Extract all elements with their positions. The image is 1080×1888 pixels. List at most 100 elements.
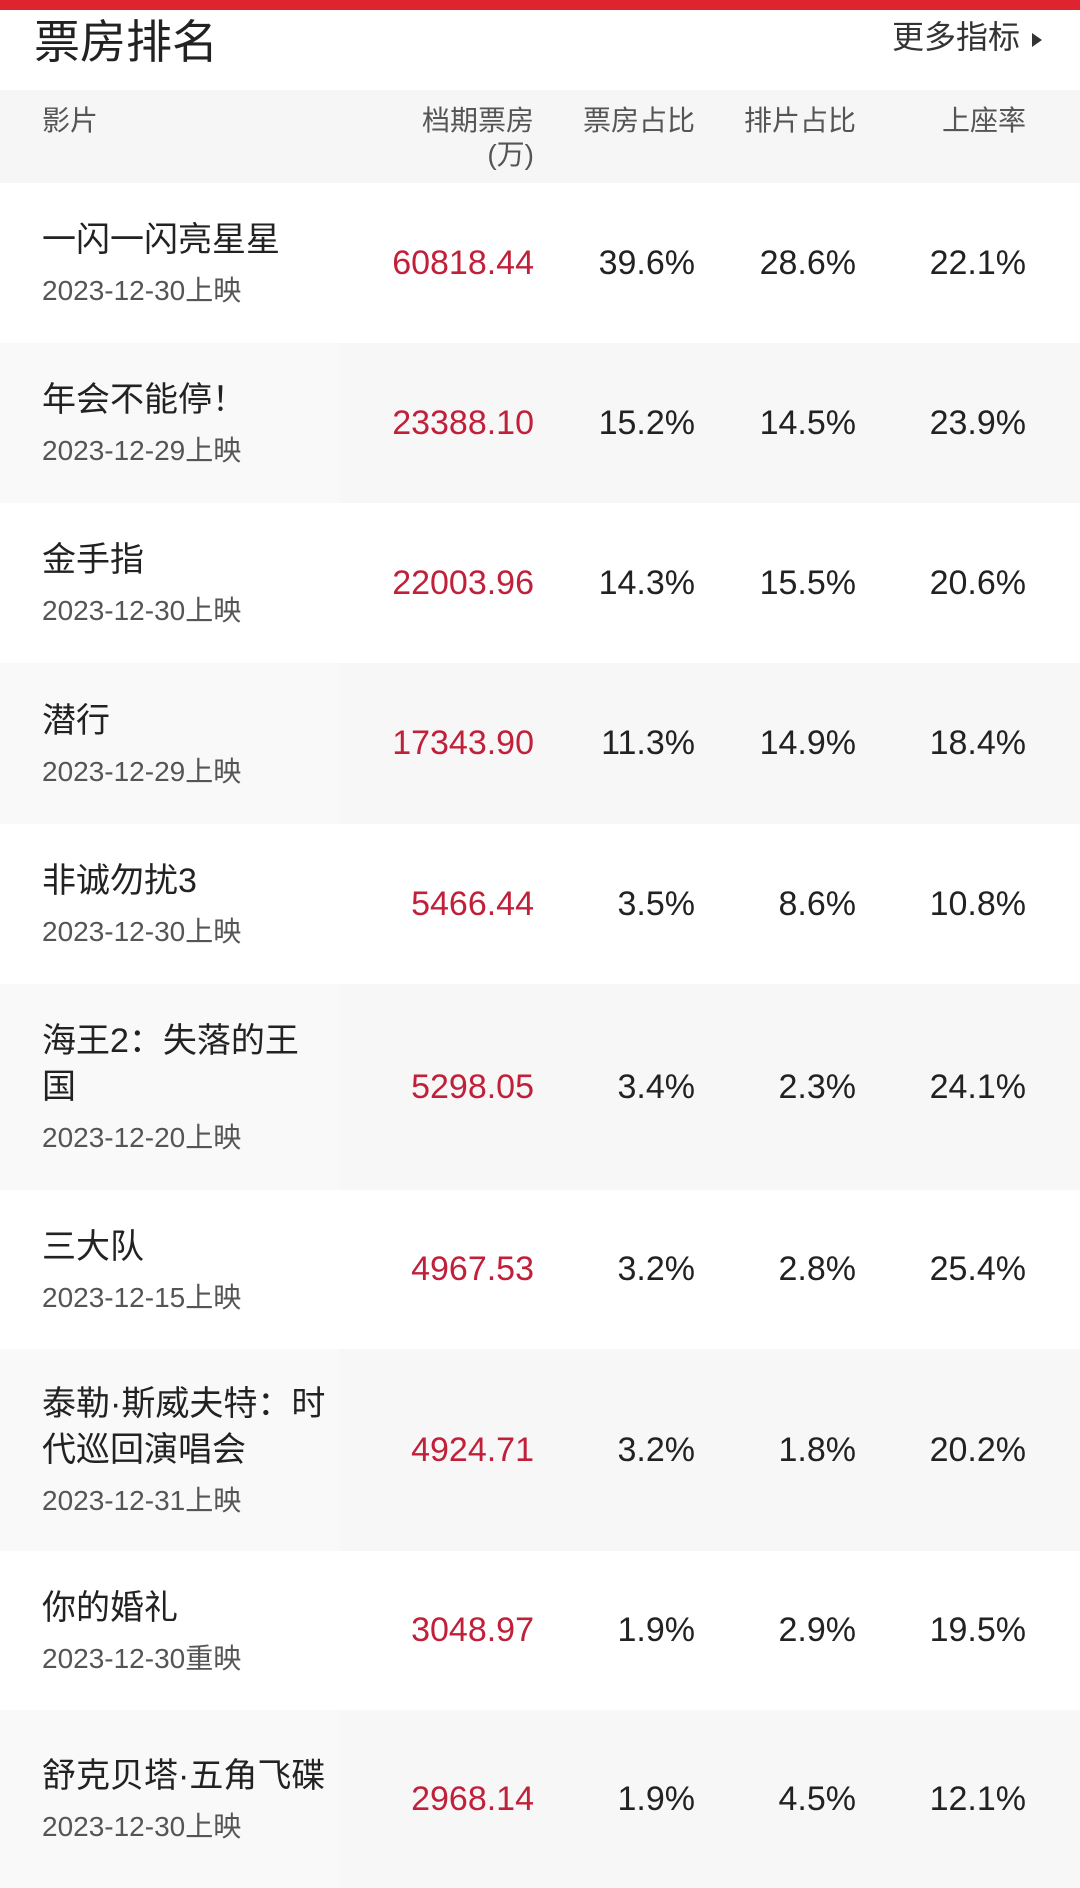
seat-rate: 10.8% <box>857 824 1027 984</box>
box-share: 1.9% <box>535 1710 696 1888</box>
col-header[interactable]: 档期票房 (万) <box>340 90 535 183</box>
movie-cell: 非诚勿扰3 2023-12-30上映 <box>0 824 340 984</box>
box-office: 5466.44 <box>340 824 535 984</box>
movie-row[interactable]: 潜行 2023-12-29上映 17343.90 11.3% 14.9% 18.4% <box>0 663 1080 824</box>
release-date: 2023-12-20上映 <box>42 1122 242 1153</box>
box-office: 5298.05 <box>340 984 535 1190</box>
movie-name: 海王2：失落的王国 <box>42 1022 299 1106</box>
movie-row[interactable]: 一闪一闪亮星星 2023-12-30上映 60818.44 39.6% 28.6% 22.… <box>0 183 1080 343</box>
box-office: 4924.71 <box>340 1349 535 1551</box>
col-label: 档期票房 <box>421 105 534 136</box>
box-office: 3048.97 <box>340 1551 535 1710</box>
movie-name: 金手指 <box>42 541 144 579</box>
seat-rate: 19.5% <box>857 1551 1027 1710</box>
release-date: 2023-12-15上映 <box>42 1281 242 1313</box>
release-date: 2023-12-30上映 <box>42 595 242 626</box>
movie-cell: 海王2：失落的王国 2023-12-20上映 <box>0 984 340 1190</box>
box-share: 39.6% <box>535 183 696 343</box>
movie-name: 泰勒·斯威夫特：时代巡回演唱会 <box>42 1385 326 1469</box>
movie-row[interactable]: 海王2：失落的王国 2023-12-20上映 5298.05 3.4% 2.3% 24.1… <box>0 984 1080 1190</box>
screening-share: 14.5% <box>696 343 857 503</box>
box-share: 3.2% <box>535 1349 696 1551</box>
movie-cell: 泰勒·斯威夫特：时代巡回演唱会 2023-12-31上映 <box>0 1349 340 1551</box>
spacer <box>1027 1190 1080 1349</box>
movie-cell: 一闪一闪亮星星 2023-12-30上映 <box>0 183 340 343</box>
col-header[interactable]: 上座率 <box>857 90 1027 183</box>
spacer <box>1027 1710 1080 1888</box>
box-office: 22003.96 <box>340 503 535 663</box>
ranking-table: 影片 档期票房 (万) 票房占比 排片占比 上座率 一闪一闪亮星星 2023-12-… <box>0 90 1080 1888</box>
box-share: 11.3% <box>535 663 696 824</box>
page-title: 票房排名 <box>34 16 218 68</box>
screening-share: 2.9% <box>696 1551 857 1710</box>
col-header[interactable]: 影片 <box>0 90 340 183</box>
movie-row[interactable]: 非诚勿扰3 2023-12-30上映 5466.44 3.5% 8.6% 10.8% <box>0 824 1080 984</box>
box-office: 4967.53 <box>340 1190 535 1349</box>
movie-row[interactable]: 三大队 2023-12-15上映 4967.53 3.2% 2.8% 25.4% <box>0 1190 1080 1349</box>
box-share: 15.2% <box>535 343 696 503</box>
movie-cell: 潜行 2023-12-29上映 <box>0 663 340 824</box>
spacer <box>1027 663 1080 824</box>
spacer <box>1027 1349 1080 1551</box>
spacer <box>1027 183 1080 343</box>
box-office: 23388.10 <box>340 343 535 503</box>
box-share: 3.4% <box>535 984 696 1190</box>
box-share: 1.9% <box>535 1551 696 1710</box>
release-date: 2023-12-30上映 <box>42 1811 242 1842</box>
movie-row[interactable]: 金手指 2023-12-30上映 22003.96 14.3% 15.5% 20.6% <box>0 503 1080 663</box>
col-header[interactable]: 票房占比 <box>535 90 696 183</box>
seat-rate: 23.9% <box>857 343 1027 503</box>
movie-name: 一闪一闪亮星星 <box>42 221 280 259</box>
movie-cell: 年会不能停！ 2023-12-29上映 <box>0 343 340 503</box>
seat-rate: 12.1% <box>857 1710 1027 1888</box>
release-date: 2023-12-29上映 <box>42 755 242 787</box>
screening-share: 8.6% <box>696 824 857 984</box>
box-share: 3.5% <box>535 824 696 984</box>
release-date: 2023-12-30上映 <box>42 275 242 306</box>
top-bar <box>0 0 1080 10</box>
box-office: 2968.14 <box>340 1710 535 1888</box>
col-header[interactable]: 排片占比 <box>696 90 857 183</box>
screening-share: 28.6% <box>696 183 857 343</box>
movie-name: 潜行 <box>42 701 110 740</box>
box-office: 17343.90 <box>340 663 535 824</box>
box-share: 3.2% <box>535 1190 696 1349</box>
box-share: 14.3% <box>535 503 696 663</box>
seat-rate: 20.2% <box>857 1349 1027 1551</box>
spacer <box>1027 984 1080 1190</box>
screening-share: 15.5% <box>696 503 857 663</box>
movie-cell: 舒克贝塔·五角飞碟 2023-12-30上映 <box>0 1710 340 1888</box>
movie-row[interactable]: 舒克贝塔·五角飞碟 2023-12-30上映 2968.14 1.9% 4.5% 12.1… <box>0 1710 1080 1888</box>
movie-name: 年会不能停！ <box>42 381 246 419</box>
seat-rate: 18.4% <box>857 663 1027 824</box>
seat-rate: 22.1% <box>857 183 1027 343</box>
movie-row[interactable]: 你的婚礼 2023-12-30重映 3048.97 1.9% 2.9% 19.5% <box>0 1551 1080 1710</box>
release-date: 2023-12-30重映 <box>42 1642 242 1674</box>
spacer <box>1027 1551 1080 1710</box>
movie-name: 非诚勿扰3 <box>42 862 197 900</box>
more-metrics[interactable]: 更多指标 <box>892 12 1042 58</box>
release-date: 2023-12-30上映 <box>42 916 242 947</box>
movie-row[interactable]: 泰勒·斯威夫特：时代巡回演唱会 2023-12-31上映 4924.71 3.2% 1.… <box>0 1349 1080 1551</box>
movie-name: 舒克贝塔·五角飞碟 <box>42 1757 326 1795</box>
movie-name: 你的婚礼 <box>42 1588 178 1627</box>
spacer <box>1027 343 1080 503</box>
col-unit: (万) <box>487 139 534 170</box>
movie-cell: 金手指 2023-12-30上映 <box>0 503 340 663</box>
movie-cell: 你的婚礼 2023-12-30重映 <box>0 1551 340 1710</box>
seat-rate: 20.6% <box>857 503 1027 663</box>
movie-row[interactable]: 年会不能停！ 2023-12-29上映 23388.10 15.2% 14.5% 23.9… <box>0 343 1080 503</box>
spacer <box>1027 824 1080 984</box>
screening-share: 14.9% <box>696 663 857 824</box>
release-date: 2023-12-31上映 <box>42 1485 242 1516</box>
spacer <box>1027 90 1080 183</box>
spacer <box>1027 503 1080 663</box>
screening-share: 2.3% <box>696 984 857 1190</box>
screening-share: 2.8% <box>696 1190 857 1349</box>
movie-cell: 三大队 2023-12-15上映 <box>0 1190 340 1349</box>
movie-name: 三大队 <box>42 1227 144 1266</box>
header-row: 影片 档期票房 (万) 票房占比 排片占比 上座率 <box>0 90 1080 183</box>
screening-share: 1.8% <box>696 1349 857 1551</box>
seat-rate: 25.4% <box>857 1190 1027 1349</box>
